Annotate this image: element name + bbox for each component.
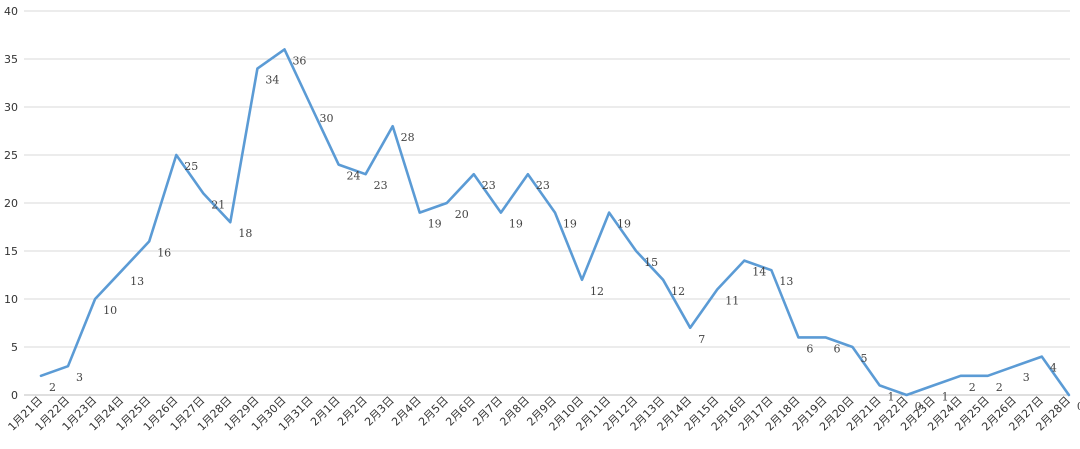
- data-label: 36: [292, 54, 306, 67]
- y-tick-label: 0: [11, 389, 18, 402]
- data-label: 3: [76, 371, 83, 384]
- y-tick-label: 35: [4, 53, 18, 66]
- series-line: [39, 48, 1071, 397]
- x-axis: 1月21日1月22日1月23日1月24日1月25日1月26日1月27日1月28日…: [6, 394, 1073, 434]
- data-label: 2: [996, 381, 1003, 394]
- x-tick-label: 2月1日: [308, 394, 343, 429]
- data-label: 28: [401, 131, 415, 144]
- data-label: 10: [103, 304, 117, 317]
- x-tick-label: 2月5日: [416, 394, 451, 429]
- data-label: 23: [374, 179, 388, 192]
- data-label: 23: [482, 179, 496, 192]
- data-label: 6: [806, 342, 813, 355]
- data-label: 19: [509, 218, 523, 231]
- data-label: 16: [157, 246, 171, 259]
- data-label: 23: [536, 179, 550, 192]
- data-label: 6: [833, 342, 840, 355]
- data-label: 0: [1077, 400, 1080, 413]
- data-label: 1: [888, 390, 895, 403]
- data-label: 19: [617, 218, 631, 231]
- y-tick-label: 30: [4, 101, 18, 114]
- data-label: 25: [184, 160, 198, 173]
- y-tick-label: 5: [11, 341, 18, 354]
- data-label: 19: [428, 218, 442, 231]
- grid-lines: [24, 10, 1070, 348]
- x-tick-label: 2月7日: [470, 394, 505, 429]
- y-tick-label: 40: [4, 5, 18, 18]
- data-label: 21: [211, 198, 225, 211]
- data-label: 11: [725, 294, 739, 307]
- x-tick-label: 2月3日: [362, 394, 397, 429]
- series-polyline: [39, 48, 1071, 397]
- data-label: 3: [1023, 371, 1030, 384]
- data-label: 14: [752, 266, 766, 279]
- data-label: 24: [347, 170, 361, 183]
- data-labels: 2310131625211834363024232819202319231912…: [49, 54, 1080, 413]
- data-label: 4: [1050, 362, 1057, 375]
- data-label: 20: [455, 208, 469, 221]
- data-label: 12: [671, 285, 685, 298]
- y-axis: 0 5 10 15 20 25 30 35 40: [4, 5, 18, 402]
- data-label: 0: [915, 400, 922, 413]
- data-label: 7: [698, 333, 705, 346]
- x-tick-label: 2月4日: [389, 394, 424, 429]
- x-tick-label: 2月2日: [335, 394, 370, 429]
- x-tick-label: 2月8日: [497, 394, 532, 429]
- data-label: 1: [942, 390, 949, 403]
- data-label: 18: [238, 227, 252, 240]
- data-label: 19: [563, 218, 577, 231]
- data-label: 34: [265, 74, 279, 87]
- data-label: 13: [779, 275, 793, 288]
- data-label: 15: [644, 256, 658, 269]
- y-tick-label: 20: [4, 197, 18, 210]
- data-label: 2: [969, 381, 976, 394]
- data-label: 2: [49, 381, 56, 394]
- y-tick-label: 25: [4, 149, 18, 162]
- data-label: 30: [320, 112, 334, 125]
- x-tick-label: 2月6日: [443, 394, 478, 429]
- y-tick-label: 10: [4, 293, 18, 306]
- data-label: 5: [861, 352, 868, 365]
- y-tick-label: 15: [4, 245, 18, 258]
- data-label: 13: [130, 275, 144, 288]
- data-label: 12: [590, 285, 604, 298]
